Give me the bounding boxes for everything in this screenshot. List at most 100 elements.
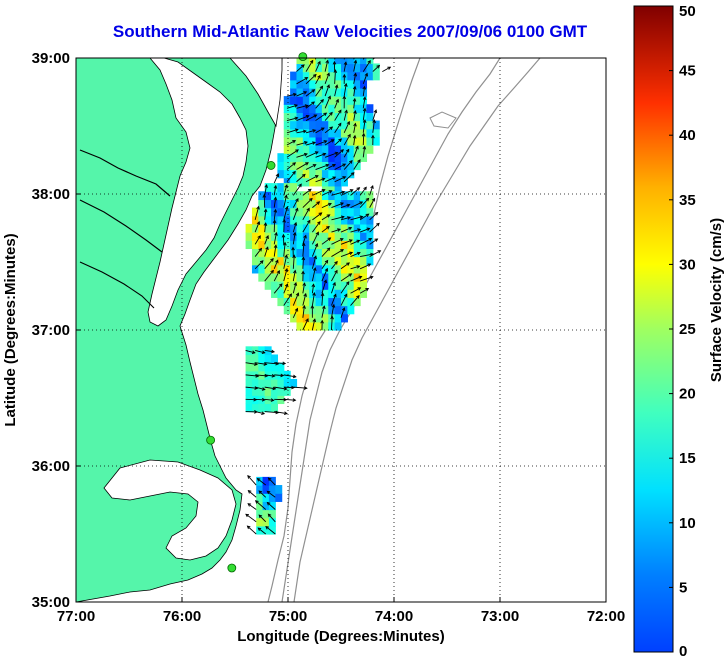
velocity-cell (360, 145, 368, 154)
velocity-arrowhead (341, 307, 346, 312)
velocity-cell (302, 297, 310, 307)
velocity-cell (277, 191, 285, 201)
velocity-cell (328, 96, 336, 105)
velocity-cell (302, 223, 310, 233)
velocity-cell (290, 177, 298, 187)
velocity-cell (360, 248, 368, 258)
velocity-cell (283, 223, 291, 233)
velocity-arrowhead (273, 196, 278, 201)
velocity-cell (347, 207, 355, 217)
velocity-cell (347, 120, 355, 130)
velocity-arrow (315, 164, 329, 170)
velocity-arrow (296, 174, 306, 183)
velocity-arrowhead (311, 101, 316, 105)
velocity-cell (347, 112, 355, 122)
velocity-arrowhead (321, 177, 326, 182)
velocity-arrow (274, 411, 288, 415)
velocity-cell (353, 161, 361, 171)
velocity-cell (268, 525, 276, 535)
velocity-arrowhead (329, 111, 333, 116)
velocity-cell (245, 240, 253, 249)
velocity-arrow (273, 260, 279, 269)
velocity-cell (360, 240, 368, 249)
velocity-arrowhead (377, 250, 382, 254)
velocity-cell (309, 79, 317, 89)
velocity-cell (328, 120, 336, 130)
velocity-cell (328, 248, 336, 258)
velocity-arrowhead (362, 107, 367, 112)
velocity-arrowhead (344, 50, 347, 53)
velocity-cell (315, 104, 323, 113)
velocity-cell (360, 223, 368, 233)
velocity-cell (328, 223, 336, 233)
velocity-cell (245, 378, 253, 388)
velocity-arrow (331, 249, 344, 257)
velocity-cell (251, 264, 259, 274)
velocity-arrow (273, 232, 277, 245)
x-axis-label: Longitude (Degrees:Minutes) (237, 628, 445, 645)
velocity-arrowhead (281, 233, 286, 238)
velocity-arrowhead (320, 127, 325, 131)
velocity-cell (366, 104, 374, 113)
velocity-cell (341, 145, 348, 154)
velocity-cell (360, 153, 368, 162)
velocity-cell (328, 305, 336, 315)
velocity-arrow (245, 386, 258, 389)
velocity-arrowhead (357, 47, 360, 50)
velocity-arrowhead (376, 222, 380, 227)
grid-lines (75, 57, 607, 603)
velocity-cell (251, 232, 259, 241)
radar-station-marker (227, 563, 237, 573)
velocity-arrowhead (275, 173, 280, 177)
velocity-arrow (296, 91, 307, 97)
rappahannock-river (79, 199, 163, 253)
velocity-arrowhead (368, 238, 373, 242)
velocity-arrow (296, 105, 308, 109)
velocity-arrowhead (371, 134, 375, 139)
velocity-arrow (283, 219, 285, 233)
velocity-cell (277, 161, 285, 171)
velocity-arrowhead (266, 490, 271, 495)
velocity-arrowhead (344, 109, 348, 114)
velocity-cell (251, 240, 259, 249)
velocity-cell (321, 63, 329, 73)
bathymetry-contour (293, 58, 541, 602)
velocity-cell (296, 321, 304, 331)
velocity-cell (309, 169, 317, 179)
velocity-arrow (283, 283, 288, 294)
velocity-cell (258, 264, 266, 274)
velocity-cell (309, 71, 317, 81)
velocity-arrow (283, 268, 288, 282)
velocity-arrow (340, 239, 353, 245)
velocity-cell (309, 264, 317, 274)
velocity-cell (271, 191, 278, 201)
velocity-arrow (286, 162, 296, 170)
velocity-arrowhead (314, 242, 319, 247)
velocity-arrow (362, 97, 366, 109)
velocity-cell (334, 215, 342, 225)
velocity-arrow (343, 62, 347, 72)
velocity-arrowhead (362, 96, 367, 101)
velocity-arrow (283, 195, 287, 208)
velocity-arrow (340, 281, 350, 294)
velocity-cell (296, 272, 304, 282)
velocity-cell (321, 313, 329, 323)
velocity-arrow (292, 282, 297, 294)
velocity-cell (277, 183, 285, 192)
velocity-cell (309, 199, 317, 209)
velocity-arrowhead (247, 475, 251, 479)
velocity-cell (268, 517, 276, 527)
velocity-arrowhead (309, 59, 314, 64)
velocity-cell (283, 145, 291, 154)
velocity-cell (302, 207, 310, 217)
colorbar-ticks: 0 5 10 15 20 25 30 35 40 45 50 (669, 3, 696, 659)
velocity-arrow (340, 216, 351, 221)
velocity-arrow (292, 198, 299, 208)
velocity-arrow (343, 121, 350, 133)
velocity-arrow (350, 201, 363, 209)
velocity-cell (347, 297, 355, 307)
velocity-arrow (369, 198, 375, 208)
velocity-arrow (315, 127, 325, 134)
velocity-arrowhead (312, 73, 317, 78)
velocity-arrow (340, 252, 353, 257)
